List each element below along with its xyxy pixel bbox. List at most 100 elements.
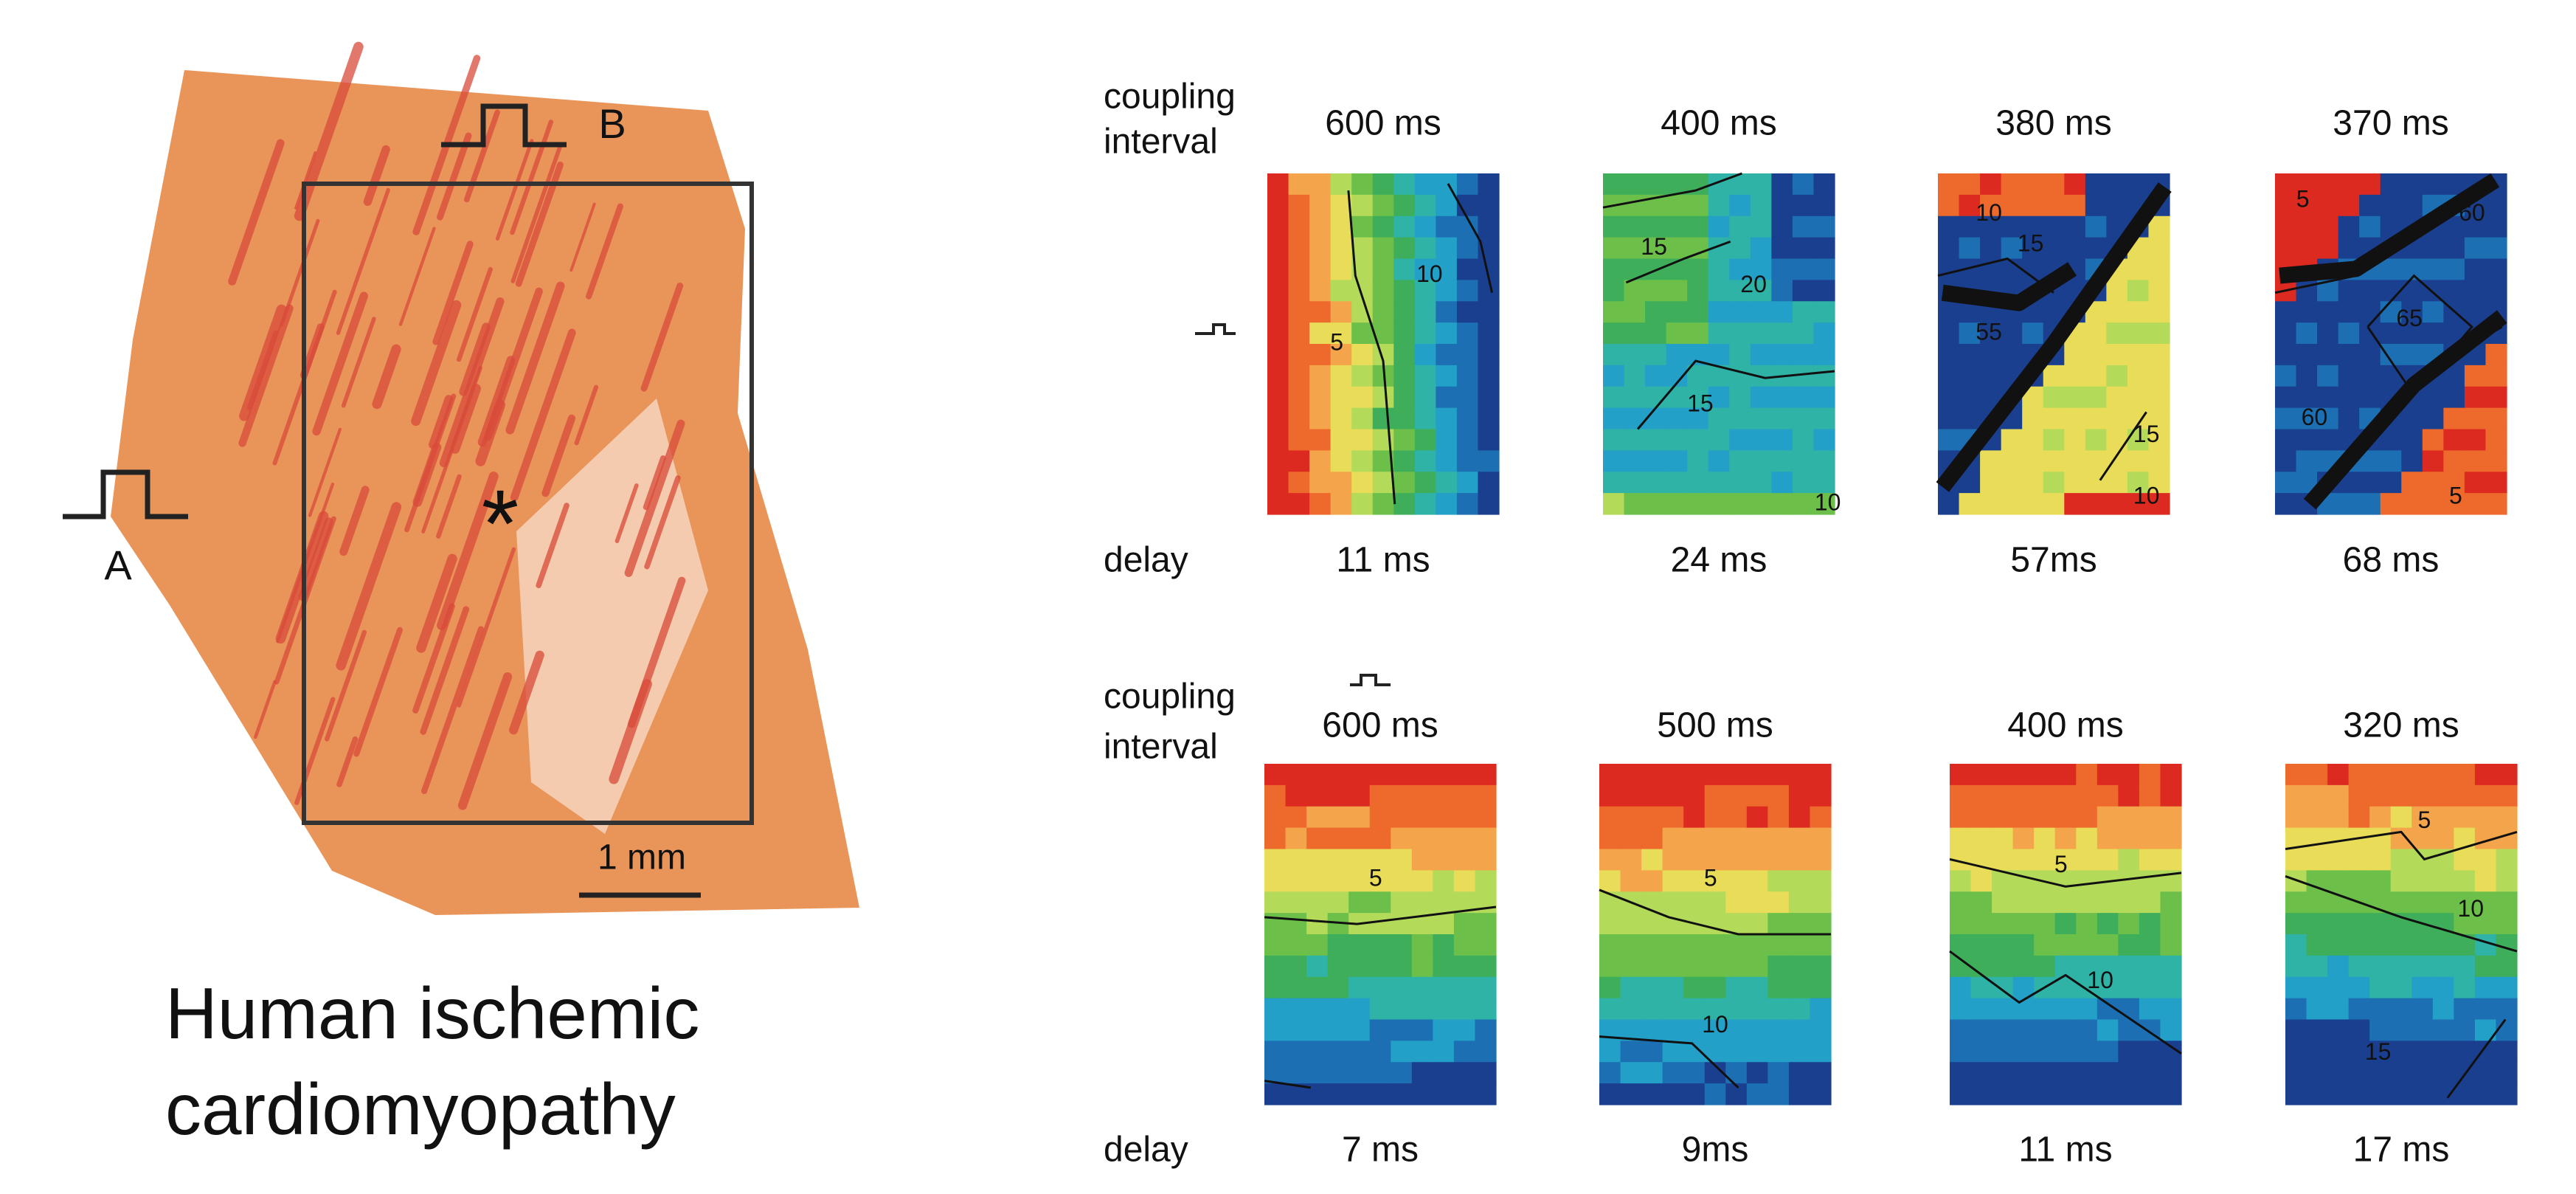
- map-cell: [1285, 1019, 1307, 1041]
- map-cell: [1767, 934, 1790, 956]
- coupling-value: 380 ms: [1995, 104, 2111, 143]
- map-cell: [1938, 237, 1960, 260]
- map-cell: [2001, 429, 2023, 451]
- map-cell: [1938, 322, 1960, 345]
- map-cell: [1662, 934, 1684, 956]
- map-cell: [2043, 450, 2065, 472]
- map-cell: [2034, 1041, 2056, 1063]
- map-cell: [1725, 891, 1748, 914]
- map-cell: [1708, 429, 1730, 451]
- map-cell: [1267, 386, 1289, 409]
- map-cell: [2338, 365, 2360, 387]
- map-cell: [2285, 806, 2307, 829]
- map-cell: [1792, 322, 1815, 345]
- map-cell: [1687, 429, 1709, 451]
- caption-line: Human ischemic: [165, 973, 699, 1054]
- delay-value: 24 ms: [1671, 541, 1767, 580]
- map-cell: [1264, 1062, 1287, 1084]
- map-cell: [2160, 1083, 2182, 1105]
- map-cell: [2380, 173, 2402, 196]
- map-cell: [2443, 493, 2465, 515]
- map-cell: [1288, 365, 1310, 387]
- map-cell: [2317, 173, 2339, 196]
- streak: [640, 282, 684, 392]
- map-cell: [1725, 764, 1748, 786]
- map-cell: [1813, 493, 1835, 515]
- map-cell: [2296, 301, 2318, 323]
- map-cell: [1662, 998, 1684, 1021]
- map-cell: [2296, 365, 2318, 387]
- map-cell: [1372, 237, 1394, 260]
- wavefront-block: [1936, 182, 2172, 492]
- map-cell: [1288, 301, 1310, 323]
- map-cell: [1746, 870, 1768, 892]
- map-cell: [1267, 429, 1289, 451]
- map-cell: [2148, 407, 2170, 430]
- map-cell: [2285, 1019, 2307, 1041]
- map-cell: [1645, 344, 1667, 366]
- map-cell: [2034, 849, 2056, 871]
- streak: [495, 139, 534, 241]
- map-cell: [2390, 806, 2412, 829]
- map-cell: [1666, 194, 1688, 217]
- map-cell: [1327, 1041, 1349, 1063]
- streak: [569, 202, 596, 272]
- map-cell: [1306, 764, 1329, 786]
- map-cell: [1683, 998, 1706, 1021]
- map-cell: [2139, 1041, 2161, 1063]
- map-cell: [1970, 806, 1992, 829]
- map-cell: [2034, 998, 2056, 1021]
- map-cell: [2139, 976, 2161, 999]
- map-cell: [1330, 493, 1352, 515]
- map-cell: [1620, 913, 1642, 935]
- map-cell: [1309, 472, 1332, 494]
- map-cell: [1810, 1019, 1832, 1041]
- map-cell: [2306, 934, 2328, 956]
- contour-line: [1347, 190, 1396, 505]
- map-cell: [2148, 472, 2170, 494]
- map-cell: [1970, 1062, 1992, 1084]
- map-cell: [2160, 1062, 2182, 1084]
- map-cell: [2369, 764, 2392, 786]
- map-cell: [2464, 280, 2487, 302]
- streak: [411, 300, 462, 427]
- map-cell: [2012, 1041, 2035, 1063]
- map-cell: [2148, 493, 2170, 515]
- map-cell: [2160, 784, 2182, 807]
- map-cell: [1950, 998, 1972, 1021]
- map-cell: [2118, 870, 2140, 892]
- map-cell: [2285, 955, 2307, 978]
- map-cell: [1767, 849, 1790, 871]
- map-cell: [2432, 955, 2454, 978]
- activation-map: 10 15 55 15 10: [1936, 173, 2172, 515]
- streak: [420, 606, 470, 735]
- map-cell: [1288, 237, 1310, 260]
- map-cell: [2454, 764, 2476, 786]
- map-cell: [2001, 173, 2023, 196]
- map-cell: [2390, 1083, 2412, 1105]
- map-cell: [1433, 891, 1455, 914]
- contour-label: 5: [2449, 482, 2462, 508]
- map-cell: [1372, 472, 1394, 494]
- map-cell: [2338, 322, 2360, 345]
- map-cell: [2454, 976, 2476, 999]
- map-cell: [1662, 806, 1684, 829]
- map-cell: [1456, 173, 1479, 196]
- map-cell: [1645, 365, 1667, 387]
- streak: [294, 151, 317, 210]
- coupling-value: 600 ms: [1325, 104, 1441, 143]
- map-cell: [1810, 764, 1832, 786]
- streak: [450, 384, 481, 454]
- map-cell: [2348, 1019, 2370, 1041]
- map-cell: [1393, 386, 1416, 409]
- map-cell: [1306, 998, 1329, 1021]
- map-cell: [1767, 784, 1790, 807]
- map-cell: [1478, 472, 1500, 494]
- map-cell: [2296, 450, 2318, 472]
- map-cell: [2327, 976, 2350, 999]
- map-cell: [1414, 429, 1436, 451]
- contour-label: 10: [2087, 967, 2113, 993]
- map-cell: [1351, 407, 1374, 430]
- map-cell: [2411, 891, 2434, 914]
- delay-value: 7 ms: [1342, 1131, 1419, 1170]
